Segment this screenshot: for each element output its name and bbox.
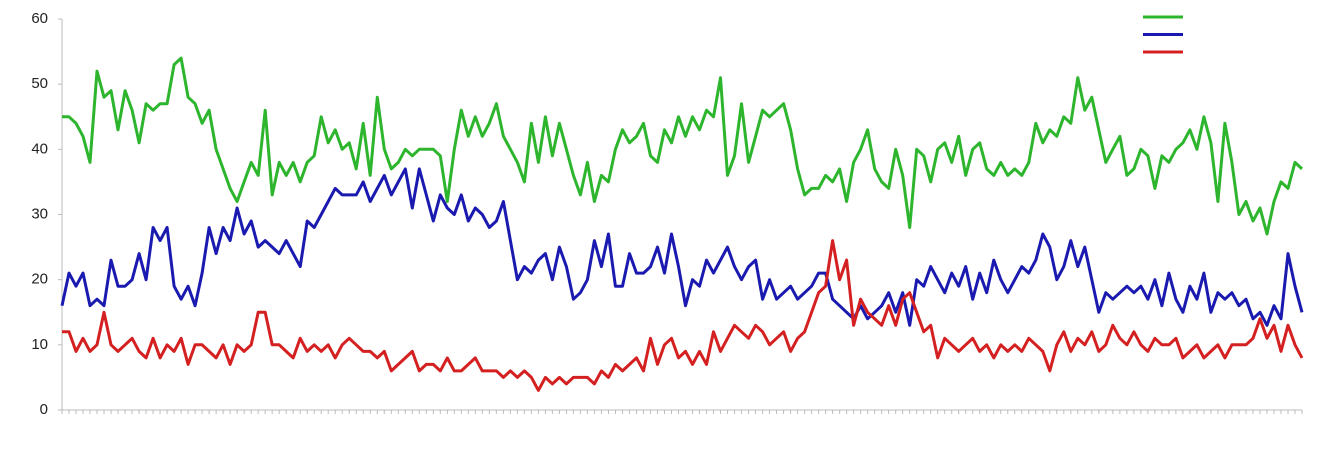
y-tick-label: 50 bbox=[31, 75, 48, 92]
series-line bbox=[62, 239, 1304, 392]
y-tick-label: 40 bbox=[31, 140, 48, 157]
y-tick-label: 20 bbox=[31, 271, 48, 288]
series-line bbox=[62, 56, 1304, 236]
y-tick-label: 60 bbox=[31, 10, 48, 27]
series-line bbox=[60, 167, 1304, 327]
y-tick-label: 30 bbox=[31, 205, 48, 222]
y-tick-label: 10 bbox=[31, 336, 48, 353]
y-tick-label: 0 bbox=[40, 401, 48, 418]
